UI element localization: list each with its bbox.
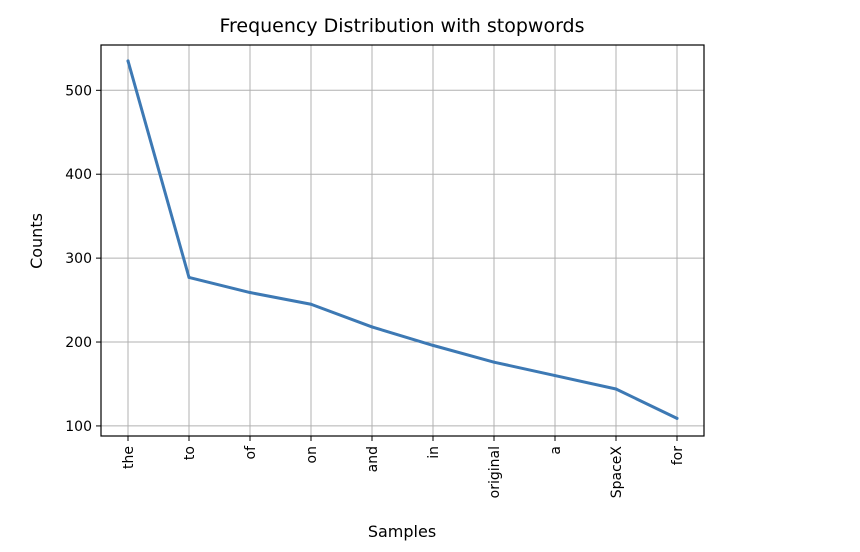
series-line — [126, 59, 679, 420]
y-tick-label: 500 — [65, 83, 92, 99]
y-axis: 100 200 300 400 500 — [65, 83, 101, 435]
x-tick-label: of — [243, 445, 259, 460]
data-point — [309, 302, 313, 306]
x-tick-label: a — [548, 446, 564, 455]
y-tick-label: 400 — [65, 167, 92, 183]
x-tick-label: in — [426, 446, 442, 459]
data-point — [187, 275, 191, 279]
data-point — [431, 343, 435, 347]
x-tick-label: to — [182, 446, 198, 460]
chart-title: Frequency Distribution with stopwords — [219, 15, 584, 37]
x-tick-label: on — [304, 446, 320, 463]
x-axis-label: Samples — [368, 522, 436, 541]
data-point — [675, 416, 679, 420]
y-axis-label: Counts — [27, 213, 46, 269]
data-point — [492, 360, 496, 364]
data-point — [614, 387, 618, 391]
y-tick-label: 200 — [65, 335, 92, 351]
y-tick-label: 300 — [65, 251, 92, 267]
data-point — [370, 325, 374, 329]
plot-frame — [100, 44, 705, 437]
x-tick-label: SpaceX — [609, 446, 625, 499]
x-axis: the to of on and in original a SpaceX for — [121, 436, 686, 498]
y-tick-label: 100 — [65, 419, 92, 435]
x-tick-label: and — [365, 446, 381, 472]
data-point — [126, 59, 130, 63]
x-tick-label: for — [670, 446, 686, 465]
x-tick-label: original — [487, 446, 503, 498]
series-layer — [126, 59, 679, 420]
data-point — [553, 374, 557, 378]
x-tick-label: the — [121, 446, 137, 469]
data-point — [248, 291, 252, 295]
grid — [101, 45, 704, 436]
